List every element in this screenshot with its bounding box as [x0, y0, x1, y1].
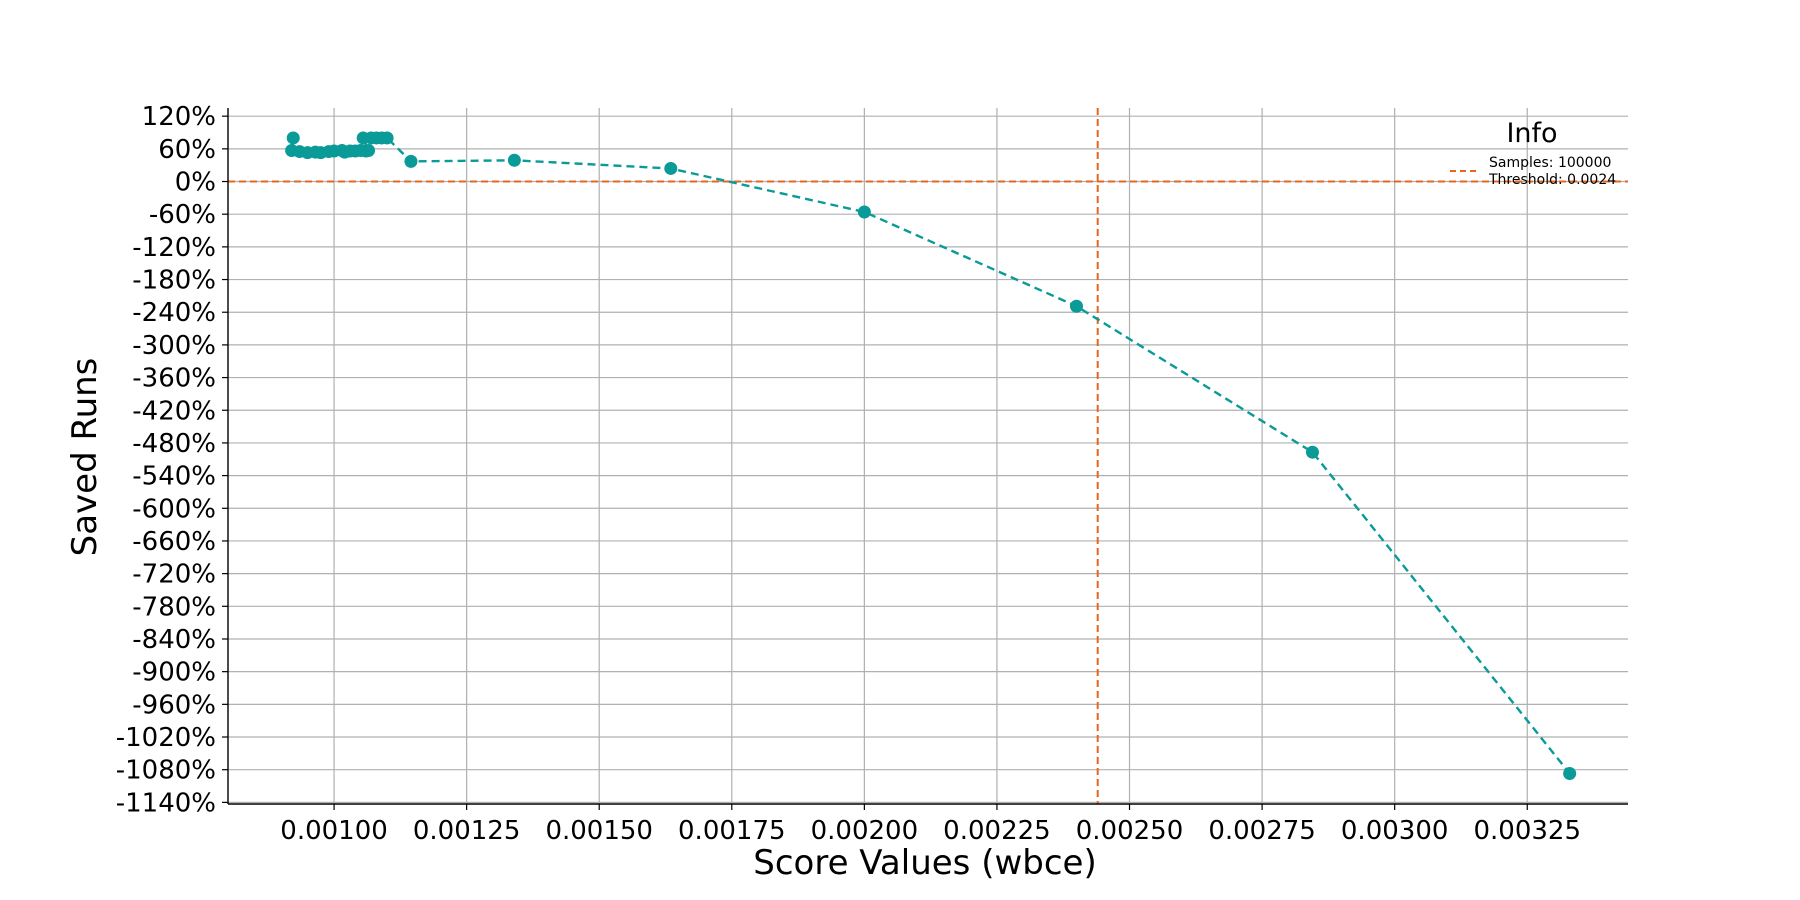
- y-tick-label: -840%: [132, 625, 216, 655]
- legend-entry-samples: Samples: 100000: [1489, 155, 1611, 171]
- x-tick-label: 0.00225: [943, 816, 1051, 846]
- data-series: [285, 131, 1577, 781]
- y-tick-label: 0%: [175, 168, 216, 198]
- y-tick-label: -480%: [132, 429, 216, 459]
- x-tick-label: 0.00175: [678, 816, 786, 846]
- legend-title: Info: [1506, 118, 1557, 149]
- y-tick-label: -180%: [132, 266, 216, 296]
- x-tick-label: 0.00300: [1341, 816, 1449, 846]
- data-point: [1563, 767, 1577, 781]
- y-tick-label: -600%: [132, 494, 216, 524]
- y-tick-label: 120%: [142, 102, 216, 132]
- y-tick-label: -420%: [132, 396, 216, 426]
- x-axis-title: Score Values (wbce): [753, 843, 1096, 883]
- data-point: [857, 205, 871, 219]
- x-tick-label: 0.00325: [1473, 816, 1581, 846]
- y-axis-title: Saved Runs: [65, 358, 105, 557]
- y-tick-label: -60%: [149, 200, 216, 230]
- data-point: [362, 143, 376, 157]
- data-point: [1069, 299, 1083, 313]
- grid-layer: [228, 108, 1628, 804]
- y-tick-label: -360%: [132, 364, 216, 394]
- data-point: [404, 154, 418, 168]
- series-line: [290, 136, 1571, 775]
- data-point: [664, 161, 678, 175]
- y-tick-label: -900%: [132, 658, 216, 688]
- x-tick-label: 0.00250: [1076, 816, 1184, 846]
- data-point: [1305, 445, 1319, 459]
- reference-lines: [228, 108, 1628, 804]
- y-tick-label: -120%: [132, 233, 216, 263]
- x-tick-label: 0.00200: [811, 816, 919, 846]
- x-tick-label: 0.00150: [545, 816, 653, 846]
- y-tick-label: -660%: [132, 527, 216, 557]
- x-tick-label: 0.00100: [280, 816, 388, 846]
- legend: Info Samples: 100000 Threshold: 0.0024: [1450, 118, 1616, 188]
- data-point: [380, 131, 394, 145]
- data-point: [286, 131, 300, 145]
- y-tick-label: -780%: [132, 592, 216, 622]
- y-tick-label: -1020%: [116, 723, 216, 753]
- x-tick-label: 0.00125: [413, 816, 521, 846]
- y-tick-label: -300%: [132, 331, 216, 361]
- legend-entry-threshold: Threshold: 0.0024: [1488, 172, 1616, 188]
- x-tick-label: 0.00275: [1208, 816, 1316, 846]
- tick-labels: 0.00100 0.00125 0.00150 0.00175 0.00200 0.002…: [116, 102, 1581, 846]
- y-tick-label: -1080%: [116, 756, 216, 786]
- y-tick-label: 60%: [158, 135, 216, 165]
- axes: [222, 108, 1628, 810]
- y-tick-label: -960%: [132, 690, 216, 720]
- data-point: [507, 153, 521, 167]
- y-tick-label: -720%: [132, 560, 216, 590]
- y-tick-label: -540%: [132, 462, 216, 492]
- y-tick-label: -1140%: [116, 788, 216, 818]
- y-tick-label: -240%: [132, 298, 216, 328]
